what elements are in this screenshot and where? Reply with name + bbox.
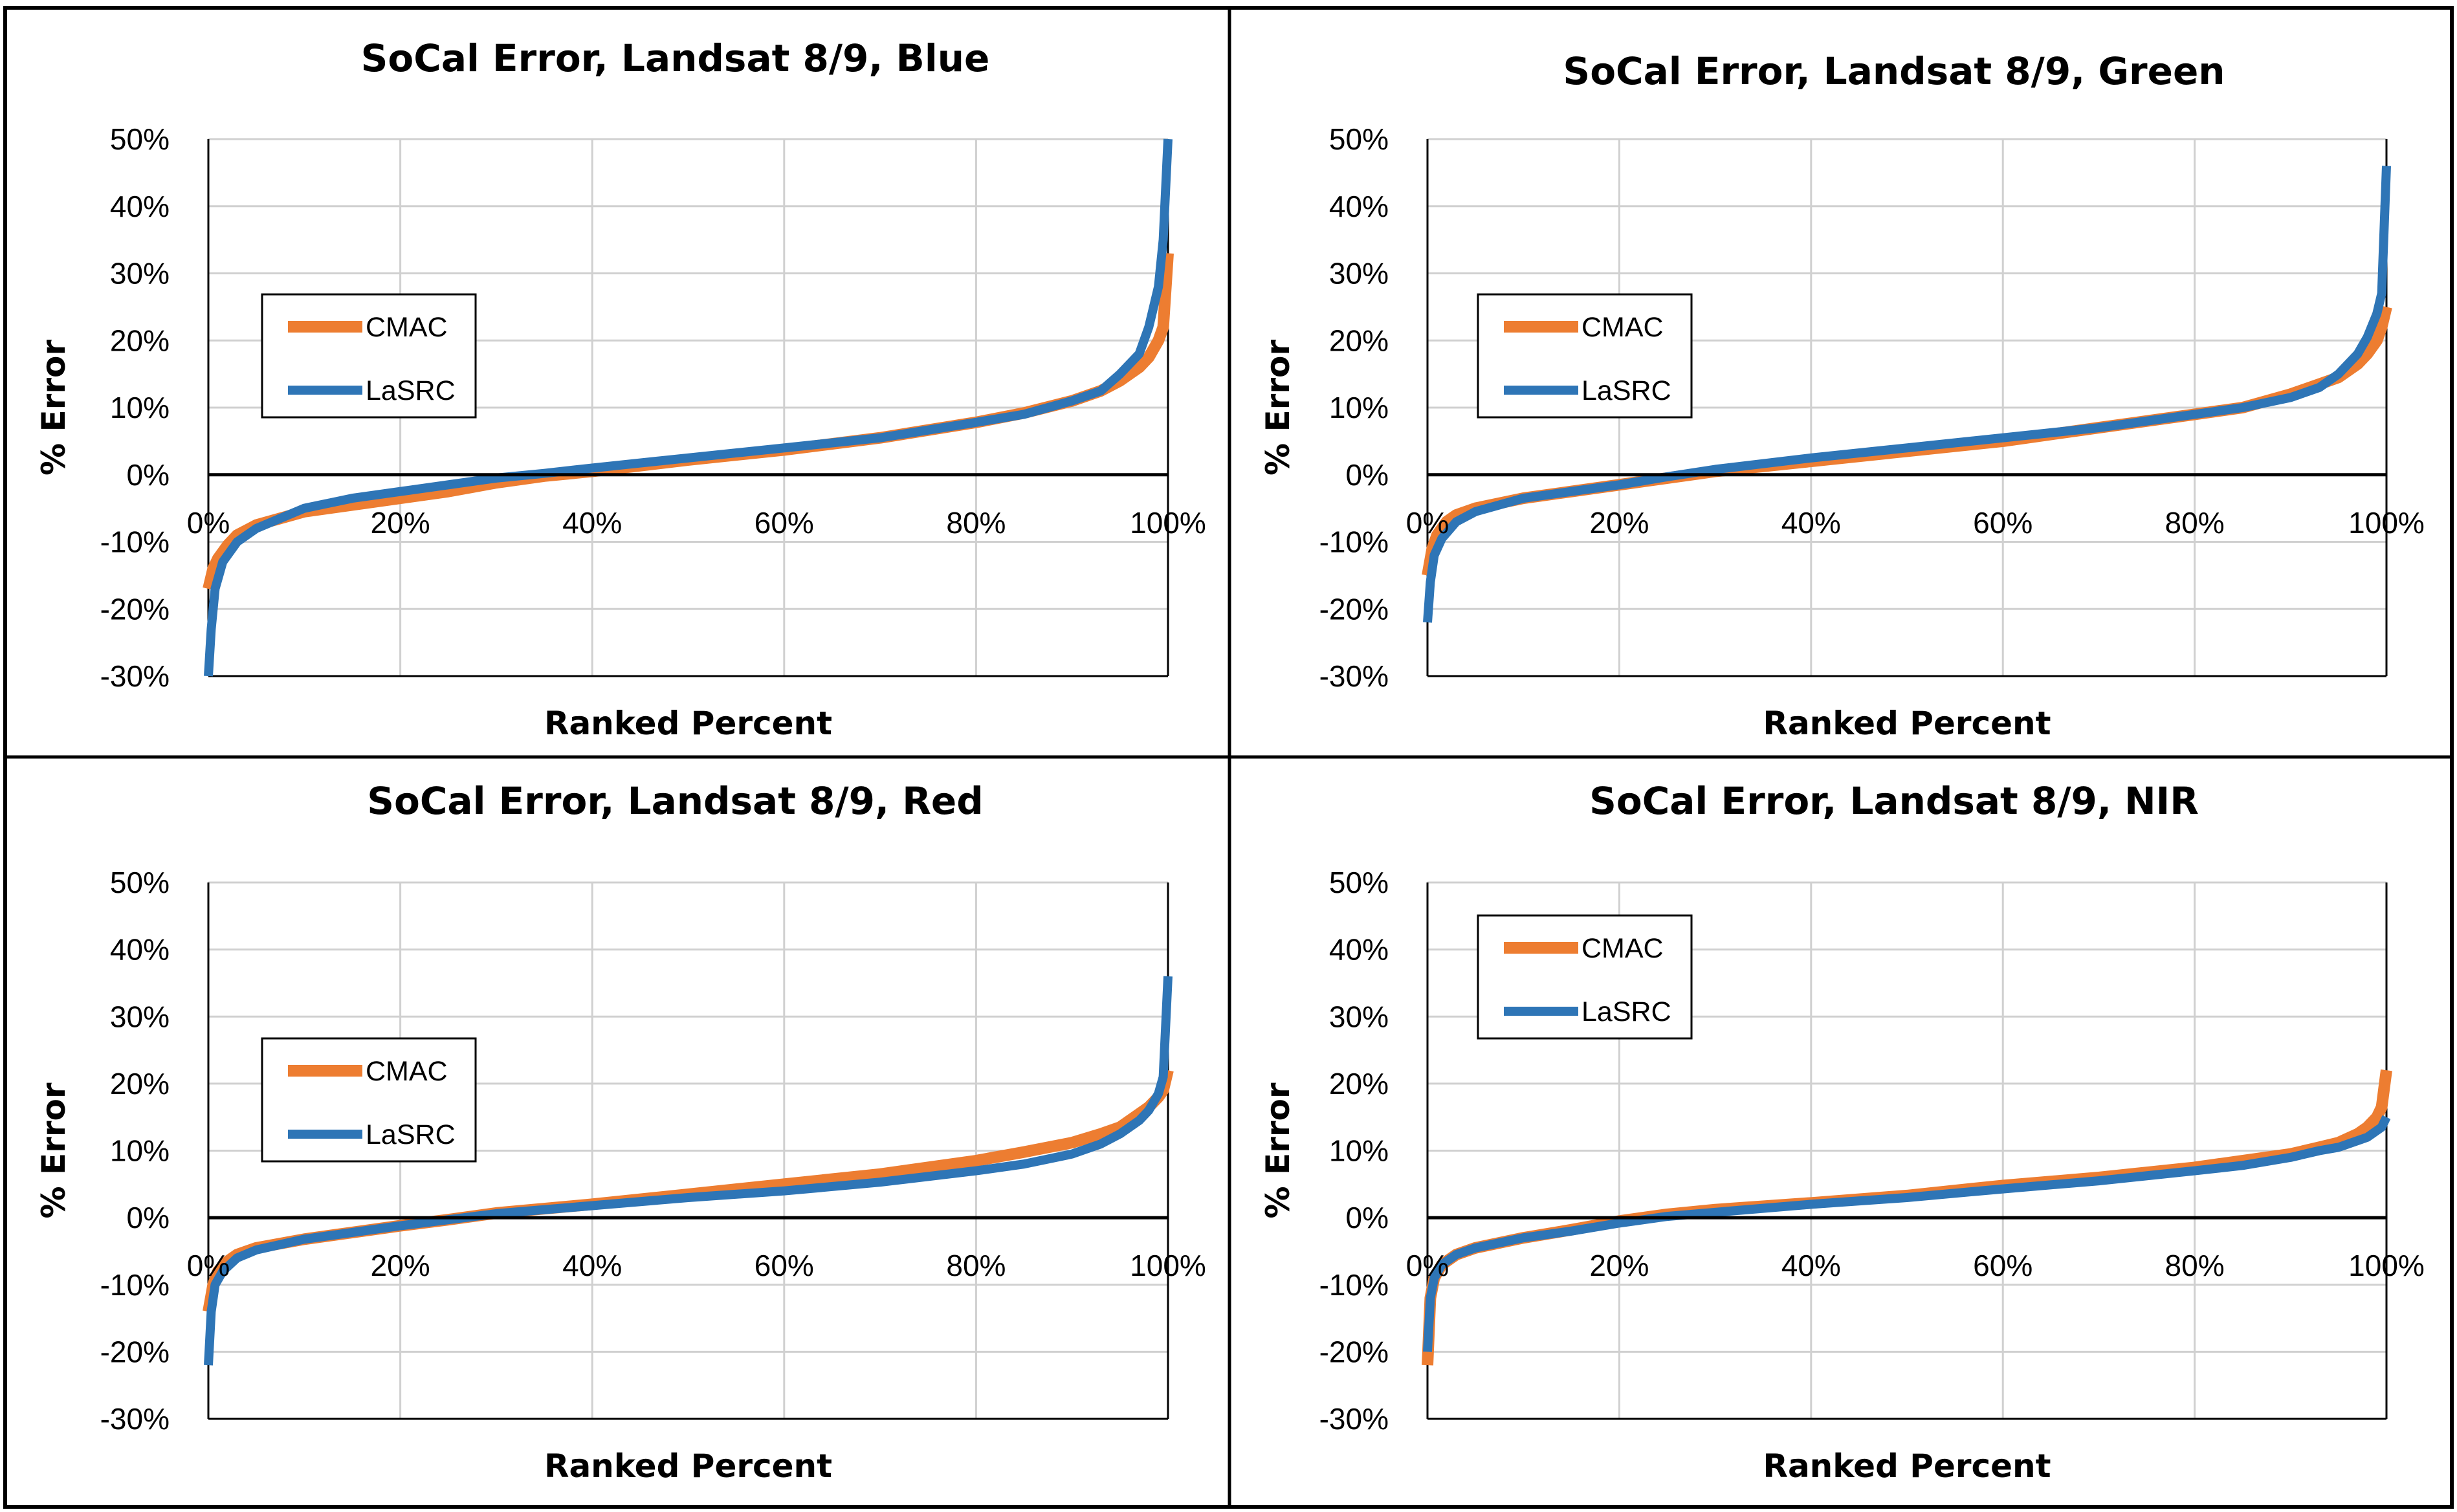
legend-label: CMAC — [1581, 312, 1664, 343]
y-tick-label: 0% — [127, 458, 170, 492]
y-tick-label: 30% — [1329, 1000, 1389, 1033]
x-axis-title: Ranked Percent — [544, 705, 832, 742]
x-tick-label: 40% — [562, 506, 622, 540]
y-tick-label: -20% — [1319, 1335, 1389, 1368]
x-tick-label: 0% — [187, 506, 230, 540]
x-tick-label: 100% — [1130, 506, 1206, 540]
y-tick-label: 10% — [1329, 1134, 1389, 1168]
y-tick-label: 0% — [1346, 458, 1389, 492]
x-tick-label: 20% — [1589, 506, 1649, 540]
x-tick-label: 0% — [1406, 1249, 1449, 1282]
legend-label: CMAC — [366, 1056, 448, 1087]
legend-box — [261, 1037, 477, 1163]
legend-box — [261, 293, 477, 419]
legend-label: LaSRC — [1581, 375, 1671, 406]
chart-panel-4: 50% 40% 30% 20% 10% 0% -10% -20% -30% 0% 20% 40% 60%… — [1259, 779, 2425, 1485]
y-tick-label: 50% — [1329, 866, 1389, 899]
y-tick-label: 0% — [1346, 1201, 1389, 1234]
y-axis-title: % Error — [1259, 1082, 1297, 1218]
y-tick-label: 50% — [1329, 122, 1389, 156]
legend-label: LaSRC — [1581, 996, 1671, 1027]
y-tick-label: -30% — [100, 659, 170, 693]
legend-label: CMAC — [366, 312, 448, 343]
chart-title: SoCal Error, Landsat 8/9, Green — [1563, 49, 2225, 93]
x-axis-title: Ranked Percent — [1763, 705, 2051, 742]
x-tick-label: 80% — [2165, 506, 2225, 540]
legend-label: LaSRC — [366, 375, 456, 406]
y-tick-label: -20% — [100, 1335, 170, 1368]
y-tick-label: -10% — [100, 1268, 170, 1302]
x-tick-label: 60% — [755, 506, 814, 540]
series-line-lasrc — [204, 138, 1173, 677]
y-tick-label: 50% — [110, 122, 170, 156]
y-tick-label: 20% — [1329, 1067, 1389, 1101]
x-tick-label: 40% — [1781, 506, 1841, 540]
chart-panel-3: 50% 40% 30% 20% 10% 0% -10% -20% -30% 0% 20% 40% 60%… — [35, 779, 1206, 1485]
legend-box — [1477, 914, 1693, 1040]
x-tick-label: 20% — [1589, 1249, 1649, 1282]
legend-label: CMAC — [1581, 933, 1664, 964]
y-tick-label: -20% — [1319, 592, 1389, 626]
y-tick-label: 20% — [110, 323, 170, 357]
x-tick-label: 60% — [1973, 1249, 2033, 1282]
legend: CMAC LaSRC — [1477, 293, 1693, 419]
y-tick-label: -30% — [1319, 659, 1389, 693]
y-tick-label: 40% — [110, 933, 170, 967]
y-tick-label: 20% — [110, 1067, 170, 1101]
series-line-lasrc — [204, 976, 1173, 1366]
y-tick-label: 40% — [1329, 933, 1389, 967]
series-line-lasrc — [1423, 1115, 2391, 1352]
x-tick-label: 60% — [1973, 506, 2033, 540]
y-tick-label: 20% — [1329, 323, 1389, 357]
x-tick-label: 60% — [755, 1249, 814, 1282]
y-tick-label: -10% — [1319, 1268, 1389, 1302]
legend-box — [1477, 293, 1693, 419]
x-tick-label: 80% — [2165, 1249, 2225, 1282]
x-tick-label: 100% — [2348, 506, 2425, 540]
y-tick-label: 0% — [127, 1201, 170, 1234]
y-tick-label: 30% — [1329, 257, 1389, 290]
y-tick-label: 30% — [110, 1000, 170, 1033]
x-tick-label: 80% — [946, 1249, 1006, 1282]
y-tick-label: 40% — [110, 190, 170, 223]
legend-label: LaSRC — [366, 1119, 456, 1150]
chart-title: SoCal Error, Landsat 8/9, Red — [367, 779, 984, 823]
y-tick-label: 30% — [110, 257, 170, 290]
chart-panel-1: 50% 40% 30% 20% 10% 0% -10% -20% -30% 0% 20% 40% 60%… — [35, 36, 1206, 742]
y-tick-label: -10% — [1319, 525, 1389, 559]
y-tick-label: 10% — [110, 391, 170, 424]
chart-title: SoCal Error, Landsat 8/9, NIR — [1589, 779, 2199, 823]
series-line-lasrc — [1423, 166, 2391, 623]
legend: CMAC LaSRC — [261, 293, 477, 419]
x-tick-label: 80% — [946, 506, 1006, 540]
x-tick-label: 20% — [371, 1249, 430, 1282]
y-axis-title: % Error — [35, 1082, 72, 1218]
y-tick-label: -30% — [100, 1402, 170, 1436]
legend: CMAC LaSRC — [261, 1037, 477, 1163]
y-tick-label: 10% — [1329, 391, 1389, 424]
y-tick-label: -30% — [1319, 1402, 1389, 1436]
y-tick-label: 10% — [110, 1134, 170, 1168]
y-axis-title: % Error — [35, 340, 72, 476]
x-tick-label: 100% — [2348, 1249, 2425, 1282]
chart-title: SoCal Error, Landsat 8/9, Blue — [361, 36, 990, 80]
y-tick-label: 50% — [110, 866, 170, 899]
y-tick-label: -10% — [100, 525, 170, 559]
x-tick-label: 0% — [1406, 506, 1449, 540]
y-axis-title: % Error — [1259, 340, 1297, 476]
x-axis-title: Ranked Percent — [544, 1447, 832, 1485]
chart-panel-2: 50% 40% 30% 20% 10% 0% -10% -20% -30% 0% 20% 40% 60%… — [1259, 49, 2425, 742]
y-tick-label: -20% — [100, 592, 170, 626]
x-tick-label: 40% — [1781, 1249, 1841, 1282]
x-tick-label: 40% — [562, 1249, 622, 1282]
x-tick-label: 0% — [187, 1249, 230, 1282]
legend: CMAC LaSRC — [1477, 914, 1693, 1040]
x-tick-label: 100% — [1130, 1249, 1206, 1282]
x-axis-title: Ranked Percent — [1763, 1447, 2051, 1485]
y-tick-label: 40% — [1329, 190, 1389, 223]
x-tick-label: 20% — [371, 506, 430, 540]
